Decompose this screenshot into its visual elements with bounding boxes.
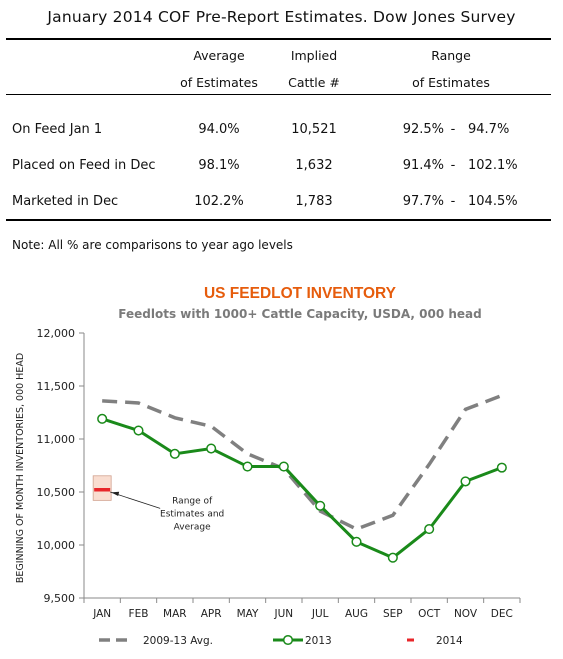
row-range-high: 102.1% <box>468 158 518 173</box>
x-tick-label: MAY <box>237 608 259 620</box>
table-top-rule <box>6 38 551 40</box>
row-label: On Feed Jan 1 <box>12 122 103 137</box>
chart-title: US FEEDLOT INVENTORY <box>204 285 397 302</box>
legend-label-2014: 2014 <box>436 635 463 647</box>
x-tick-label: JUN <box>274 608 294 620</box>
row-range-dash: - <box>450 194 456 209</box>
header-implied-sub: Cattle # <box>288 75 340 90</box>
row-implied: 1,632 <box>295 158 333 173</box>
y-tick-label: 11,000 <box>37 433 76 446</box>
x-tick-label: MAR <box>163 608 187 620</box>
series-point-2013 <box>97 413 108 424</box>
x-tick-label: FEB <box>129 608 149 620</box>
series-point-2013 <box>351 536 362 547</box>
row-average: 98.1% <box>198 158 240 173</box>
x-tick-label: DEC <box>491 608 513 620</box>
header-average: Average <box>193 48 245 63</box>
header-range: Range <box>431 48 471 63</box>
series-point-2013 <box>387 552 398 563</box>
y-tick-label: 9,500 <box>44 592 76 605</box>
header-range-sub: of Estimates <box>412 75 490 90</box>
x-tick-label: AUG <box>345 608 368 620</box>
y-tick-label: 12,000 <box>37 327 76 340</box>
row-range-low: 91.4% <box>402 158 444 173</box>
header-average-sub: of Estimates <box>180 75 258 90</box>
series-point-2013 <box>460 476 471 487</box>
series-point-2013 <box>169 448 180 459</box>
x-tick-label: SEP <box>383 608 403 620</box>
x-tick-label: JAN <box>92 608 111 620</box>
series-line-avg <box>102 393 503 532</box>
row-range-high: 94.7% <box>468 122 510 137</box>
row-average: 102.2% <box>194 194 244 209</box>
x-tick-label: NOV <box>454 608 478 620</box>
table-header-rule <box>6 94 551 95</box>
x-tick-label: JUL <box>311 608 329 620</box>
series-point-2013 <box>133 425 144 436</box>
legend-label-2013: 2013 <box>305 635 332 647</box>
feedlot-chart: US FEEDLOT INVENTORY Feedlots with 1000+… <box>15 285 521 647</box>
annotation-text: Range of <box>172 497 213 507</box>
chart-subtitle: Feedlots with 1000+ Cattle Capacity, USD… <box>118 307 481 321</box>
legend-marker-2013 <box>282 634 294 646</box>
y-tick-label: 10,500 <box>37 486 76 499</box>
row-label: Marketed in Dec <box>12 194 119 209</box>
annotation-arrowhead <box>111 491 120 497</box>
table-note: Note: All % are comparisons to year ago … <box>12 238 293 252</box>
x-tick-label: OCT <box>418 608 441 620</box>
series-line-2013 <box>101 417 503 560</box>
row-implied: 10,521 <box>291 122 337 137</box>
row-range-dash: - <box>450 158 456 173</box>
header-implied: Implied <box>290 48 338 63</box>
series-point-2013 <box>278 461 289 472</box>
row-range-low: 97.7% <box>402 194 444 209</box>
report-title: January 2014 COF Pre-Report Estimates. D… <box>47 8 516 26</box>
annotation-text: Estimates and <box>160 510 224 520</box>
row-range-low: 92.5% <box>402 122 444 137</box>
row-range-dash: - <box>450 122 456 137</box>
legend-label-avg: 2009-13 Avg. <box>143 635 213 647</box>
table-bottom-rule <box>6 219 551 221</box>
annotation-text: Average <box>174 523 211 533</box>
row-label: Placed on Feed in Dec <box>12 158 156 173</box>
series-point-2013 <box>424 524 435 535</box>
series-point-2013 <box>206 443 217 454</box>
y-tick-label: 11,500 <box>37 380 76 393</box>
row-average: 94.0% <box>198 122 240 137</box>
series-point-2013 <box>496 462 507 473</box>
y-tick-label: 10,000 <box>37 539 76 552</box>
row-range-high: 104.5% <box>468 194 518 209</box>
row-implied: 1,783 <box>295 194 333 209</box>
annotation-arrow <box>110 491 161 509</box>
x-tick-label: APR <box>201 608 222 620</box>
series-point-2013 <box>315 500 326 511</box>
series-point-2013 <box>242 461 253 472</box>
y-axis-label: BEGINNING OF MONTH INVENTORIES, 000 HEAD <box>15 353 26 583</box>
